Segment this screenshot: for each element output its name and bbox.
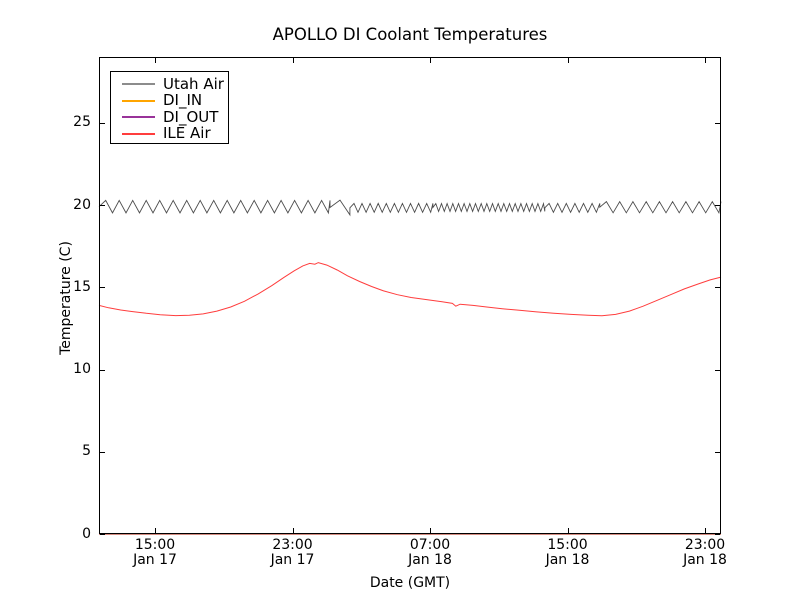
y-tick-label: 20 [73,196,91,213]
legend-item-label: Utah Air [163,74,224,93]
legend-item-label: DI_OUT [163,107,219,126]
series-line-ile-air [98,262,722,317]
legend-line-swatch [122,132,155,135]
x-tick-time: 15:00 [134,537,176,553]
x-tick-time: 23:00 [684,537,726,553]
x-tick-date: Jan 18 [545,552,590,568]
legend-line-swatch [122,99,155,102]
x-tick-label: 07:00 Jan 18 [385,538,475,568]
x-tick-date: Jan 18 [683,552,727,568]
x-tick-labels: 15:00 Jan 17 23:00 Jan 17 07:00 Jan 18 15:00 Ja… [99,538,727,570]
legend-line-swatch [122,116,155,119]
y-tick-labels: 0 5 10 15 20 25 [0,57,99,541]
axes-frame [99,57,721,534]
legend: Utah Air DI_IN DI_OUT ILE Air [110,71,229,144]
x-tick-time: 15:00 [547,537,588,553]
series-line-utah-air [98,199,722,217]
x-tick-label: 23:00 Jan 17 [248,538,338,568]
x-tick-date: Jan 17 [270,552,315,568]
legend-item: DI_OUT [111,109,228,126]
legend-line-swatch [122,83,155,86]
y-axis-label: Temperature (C) [58,241,74,355]
x-tick-time: 23:00 [272,537,313,553]
legend-item-label: ILE Air [163,124,211,143]
x-tick-date: Jan 17 [133,552,177,568]
x-tick-label: 23:00 Jan 18 [660,538,750,568]
x-tick-label: 15:00 Jan 17 [110,538,200,568]
y-tick-label: 15 [73,278,91,295]
y-tick-label: 25 [73,114,91,131]
y-tick-label: 0 [82,525,91,542]
y-tick-label: 10 [73,361,91,377]
plot-svg [98,57,722,535]
x-axis-label: Date (GMT) [369,575,451,591]
y-tick-label: 5 [82,443,91,460]
legend-item-label: DI_IN [163,91,203,110]
legend-item: DI_IN [111,93,228,110]
x-tick-label: 15:00 Jan 18 [523,538,613,568]
chart-title: APOLLO DI Coolant Temperatures [272,25,548,44]
x-tick-time: 07:00 [409,537,451,553]
legend-item: Utah Air [111,76,228,93]
x-tick-date: Jan 18 [408,552,452,568]
legend-item: ILE Air [111,126,228,143]
